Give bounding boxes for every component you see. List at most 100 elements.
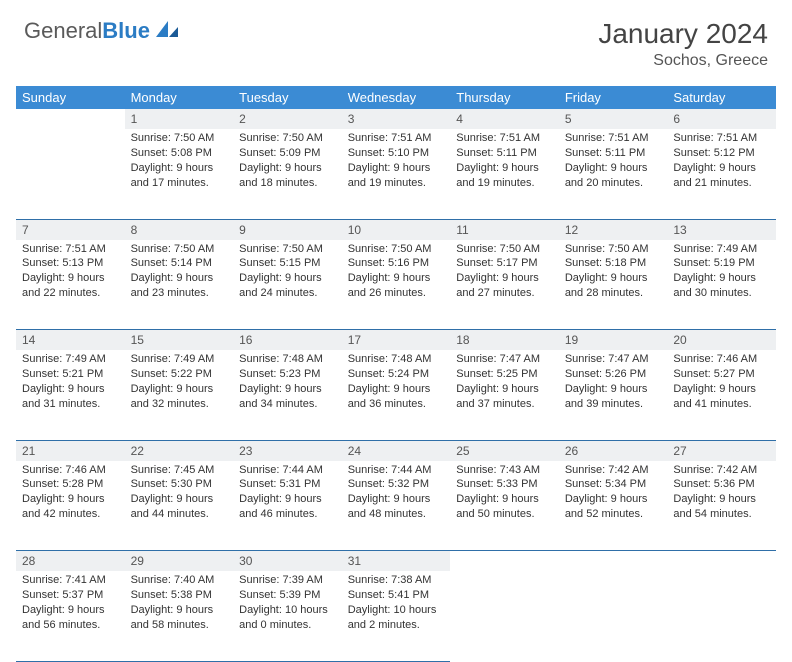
day-line-d1: Daylight: 9 hours bbox=[565, 271, 662, 286]
day-line-d2: and 31 minutes. bbox=[22, 397, 119, 412]
day-line-sunrise: Sunrise: 7:46 AM bbox=[673, 352, 770, 367]
day-line-d1: Daylight: 9 hours bbox=[239, 492, 336, 507]
day-line-sunset: Sunset: 5:36 PM bbox=[673, 477, 770, 492]
day-line-d2: and 19 minutes. bbox=[348, 176, 445, 191]
day-line-d1: Daylight: 9 hours bbox=[348, 271, 445, 286]
weekday-header: Tuesday bbox=[233, 86, 342, 109]
day-number: 9 bbox=[233, 219, 342, 240]
day-content: Sunrise: 7:46 AMSunset: 5:27 PMDaylight:… bbox=[667, 350, 776, 417]
day-line-d2: and 30 minutes. bbox=[673, 286, 770, 301]
day-content: Sunrise: 7:48 AMSunset: 5:23 PMDaylight:… bbox=[233, 350, 342, 417]
day-content: Sunrise: 7:44 AMSunset: 5:31 PMDaylight:… bbox=[233, 461, 342, 528]
day-content: Sunrise: 7:50 AMSunset: 5:08 PMDaylight:… bbox=[125, 129, 234, 196]
day-line-sunrise: Sunrise: 7:42 AM bbox=[673, 463, 770, 478]
day-number: 20 bbox=[667, 330, 776, 351]
day-number: 27 bbox=[667, 440, 776, 461]
day-number: 30 bbox=[233, 551, 342, 572]
day-line-d2: and 44 minutes. bbox=[131, 507, 228, 522]
day-line-d2: and 58 minutes. bbox=[131, 618, 228, 633]
day-line-d1: Daylight: 9 hours bbox=[348, 492, 445, 507]
day-number-row: 28293031 bbox=[16, 551, 776, 572]
day-cell: Sunrise: 7:41 AMSunset: 5:37 PMDaylight:… bbox=[16, 571, 125, 661]
day-line-sunset: Sunset: 5:14 PM bbox=[131, 256, 228, 271]
day-content: Sunrise: 7:46 AMSunset: 5:28 PMDaylight:… bbox=[16, 461, 125, 528]
day-number: 2 bbox=[233, 109, 342, 129]
day-line-sunset: Sunset: 5:18 PM bbox=[565, 256, 662, 271]
day-line-sunrise: Sunrise: 7:41 AM bbox=[22, 573, 119, 588]
day-number bbox=[559, 551, 668, 572]
day-cell bbox=[16, 129, 125, 219]
day-content: Sunrise: 7:51 AMSunset: 5:11 PMDaylight:… bbox=[450, 129, 559, 196]
weekday-header: Saturday bbox=[667, 86, 776, 109]
day-cell: Sunrise: 7:51 AMSunset: 5:11 PMDaylight:… bbox=[559, 129, 668, 219]
day-line-sunset: Sunset: 5:21 PM bbox=[22, 367, 119, 382]
day-line-d1: Daylight: 9 hours bbox=[131, 271, 228, 286]
day-content: Sunrise: 7:42 AMSunset: 5:34 PMDaylight:… bbox=[559, 461, 668, 528]
location: Sochos, Greece bbox=[598, 52, 768, 70]
day-cell: Sunrise: 7:38 AMSunset: 5:41 PMDaylight:… bbox=[342, 571, 451, 661]
day-line-sunset: Sunset: 5:32 PM bbox=[348, 477, 445, 492]
day-cell: Sunrise: 7:42 AMSunset: 5:34 PMDaylight:… bbox=[559, 461, 668, 551]
day-line-sunrise: Sunrise: 7:51 AM bbox=[565, 131, 662, 146]
day-line-sunrise: Sunrise: 7:50 AM bbox=[239, 131, 336, 146]
day-line-sunrise: Sunrise: 7:42 AM bbox=[565, 463, 662, 478]
day-line-d1: Daylight: 9 hours bbox=[239, 271, 336, 286]
day-cell: Sunrise: 7:48 AMSunset: 5:24 PMDaylight:… bbox=[342, 350, 451, 440]
day-line-d2: and 48 minutes. bbox=[348, 507, 445, 522]
day-number: 5 bbox=[559, 109, 668, 129]
day-line-sunset: Sunset: 5:23 PM bbox=[239, 367, 336, 382]
week-row: Sunrise: 7:49 AMSunset: 5:21 PM Daylight:… bbox=[16, 350, 776, 440]
day-line-sunrise: Sunrise: 7:43 AM bbox=[456, 463, 553, 478]
day-line-sunrise: Sunrise: 7:49 AM bbox=[673, 242, 770, 257]
day-line-d2: and 54 minutes. bbox=[673, 507, 770, 522]
logo-sail-icon bbox=[154, 19, 180, 44]
day-line-d2: and 34 minutes. bbox=[239, 397, 336, 412]
day-content: Sunrise: 7:50 AMSunset: 5:16 PMDaylight:… bbox=[342, 240, 451, 307]
day-cell: Sunrise: 7:51 AMSunset: 5:12 PMDaylight:… bbox=[667, 129, 776, 219]
week-row: Sunrise: 7:46 AMSunset: 5:28 PMDaylight:… bbox=[16, 461, 776, 551]
day-cell: Sunrise: 7:47 AMSunset: 5:26 PMDaylight:… bbox=[559, 350, 668, 440]
day-line-d1: Daylight: 9 hours bbox=[565, 492, 662, 507]
day-line-sunset: Sunset: 5:34 PM bbox=[565, 477, 662, 492]
day-content: Sunrise: 7:51 AMSunset: 5:12 PMDaylight:… bbox=[667, 129, 776, 196]
weekday-header-row: SundayMondayTuesdayWednesdayThursdayFrid… bbox=[16, 86, 776, 109]
title-block: January 2024 Sochos, Greece bbox=[598, 18, 768, 70]
day-line-d1: Daylight: 9 hours bbox=[22, 492, 119, 507]
day-cell: Sunrise: 7:50 AMSunset: 5:14 PMDaylight:… bbox=[125, 240, 234, 330]
calendar-table: SundayMondayTuesdayWednesdayThursdayFrid… bbox=[16, 86, 776, 662]
day-content: Sunrise: 7:50 AMSunset: 5:15 PMDaylight:… bbox=[233, 240, 342, 307]
day-cell: Sunrise: 7:40 AMSunset: 5:38 PMDaylight:… bbox=[125, 571, 234, 661]
day-line-sunset: Sunset: 5:15 PM bbox=[239, 256, 336, 271]
day-cell: Sunrise: 7:51 AMSunset: 5:10 PMDaylight:… bbox=[342, 129, 451, 219]
day-number: 7 bbox=[16, 219, 125, 240]
day-line-sunrise: Sunrise: 7:50 AM bbox=[348, 242, 445, 257]
day-line-d1: Daylight: 9 hours bbox=[131, 161, 228, 176]
day-cell: Sunrise: 7:49 AMSunset: 5:19 PMDaylight:… bbox=[667, 240, 776, 330]
day-line-sunrise: Sunrise: 7:39 AM bbox=[239, 573, 336, 588]
day-line-d1: Daylight: 9 hours bbox=[673, 161, 770, 176]
day-content: Sunrise: 7:47 AMSunset: 5:26 PMDaylight:… bbox=[559, 350, 668, 417]
day-line-sunrise: Sunrise: 7:49 AM bbox=[22, 352, 119, 367]
day-line-sunrise: Sunrise: 7:50 AM bbox=[565, 242, 662, 257]
day-line-sunrise: Sunrise: 7:40 AM bbox=[131, 573, 228, 588]
day-cell: Sunrise: 7:47 AMSunset: 5:25 PMDaylight:… bbox=[450, 350, 559, 440]
day-cell: Sunrise: 7:46 AMSunset: 5:28 PMDaylight:… bbox=[16, 461, 125, 551]
day-line-d2: and 56 minutes. bbox=[22, 618, 119, 633]
day-cell: Sunrise: 7:50 AMSunset: 5:08 PMDaylight:… bbox=[125, 129, 234, 219]
week-row: Sunrise: 7:50 AMSunset: 5:08 PMDaylight:… bbox=[16, 129, 776, 219]
day-number: 23 bbox=[233, 440, 342, 461]
day-line-d2: and 22 minutes. bbox=[22, 286, 119, 301]
day-number: 31 bbox=[342, 551, 451, 572]
day-line-sunrise: Sunrise: 7:48 AM bbox=[348, 352, 445, 367]
month-title: January 2024 bbox=[598, 18, 768, 50]
day-line-sunset: Sunset: 5:08 PM bbox=[131, 146, 228, 161]
day-number: 11 bbox=[450, 219, 559, 240]
day-line-sunset: Sunset: 5:26 PM bbox=[565, 367, 662, 382]
day-number-row: 21222324252627 bbox=[16, 440, 776, 461]
day-line-d2: and 20 minutes. bbox=[565, 176, 662, 191]
day-line-sunrise: Sunrise: 7:46 AM bbox=[22, 463, 119, 478]
day-number-row: 123456 bbox=[16, 109, 776, 129]
day-line-d2: and 23 minutes. bbox=[131, 286, 228, 301]
day-line-d2: and 50 minutes. bbox=[456, 507, 553, 522]
day-line-d1: Daylight: 9 hours bbox=[131, 382, 228, 397]
